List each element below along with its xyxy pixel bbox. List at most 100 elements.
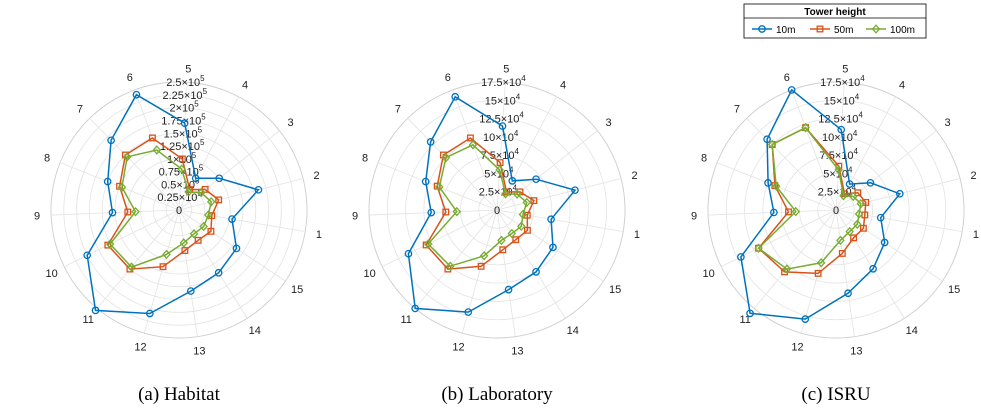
- r-tick-label: 0.75×105: [159, 164, 204, 179]
- legend-marker-50m: [816, 25, 824, 33]
- theta-tick-label: 12: [452, 342, 464, 354]
- data-point-10m: [866, 178, 875, 187]
- data-point-100m: [189, 229, 199, 239]
- theta-tick-label: 5: [503, 63, 509, 75]
- grid-ring: [423, 136, 571, 284]
- r-tick-label: 0: [833, 205, 839, 217]
- grid-spoke: [496, 209, 624, 233]
- grid-spoke: [800, 209, 837, 334]
- data-point-100m: [117, 182, 127, 193]
- data-point-10m: [547, 215, 555, 224]
- series-line-100m: [757, 126, 862, 270]
- theta-tick-label: 12: [791, 342, 803, 354]
- data-point-100m: [105, 239, 115, 249]
- data-point-100m: [199, 221, 208, 232]
- theta-tick-label: 14: [906, 325, 918, 337]
- r-tick-label: 15×104: [824, 92, 860, 107]
- data-point-10m: [464, 308, 473, 316]
- legend-box: [743, 3, 927, 39]
- theta-tick-label: 13: [511, 346, 523, 358]
- data-point-100m: [179, 238, 189, 248]
- data-point-50m: [208, 212, 216, 220]
- grid-ring: [405, 118, 589, 302]
- theta-tick-label: 9: [691, 211, 697, 223]
- series-line-50m: [106, 137, 220, 270]
- legend-marker-10m: [758, 25, 766, 33]
- data-point-50m: [159, 263, 167, 271]
- data-point-10m: [421, 177, 430, 186]
- data-point-100m: [479, 250, 489, 261]
- grid-spoke: [178, 209, 286, 282]
- theta-tick-label: 3: [605, 117, 611, 129]
- data-point-50m: [181, 247, 189, 254]
- data-point-10m: [214, 268, 223, 277]
- theta-tick-label: 15: [948, 284, 960, 296]
- data-point-50m: [523, 226, 531, 234]
- grid-spoke: [496, 178, 622, 211]
- data-point-50m: [530, 197, 538, 205]
- data-point-100m: [495, 165, 504, 175]
- data-point-100m: [162, 249, 171, 260]
- legend-label-100m: 100m: [890, 25, 915, 36]
- series-line-100m: [109, 149, 213, 268]
- data-point-10m: [108, 208, 117, 217]
- data-point-10m: [763, 135, 771, 144]
- theta-tick-label: 5: [842, 63, 848, 75]
- grid-spoke: [496, 130, 598, 211]
- theta-tick-label: 2: [314, 170, 320, 182]
- data-point-50m: [814, 269, 822, 277]
- data-point-10m: [228, 215, 236, 223]
- grid-spoke: [178, 130, 280, 211]
- theta-tick-label: 4: [899, 79, 905, 91]
- r-tick-label: 17.5×104: [481, 74, 526, 89]
- series-line-10m: [407, 95, 577, 313]
- grid-spoke: [496, 82, 506, 211]
- data-point-10m: [103, 177, 112, 186]
- data-point-50m: [785, 208, 792, 216]
- data-point-50m: [496, 159, 504, 167]
- data-point-50m: [215, 196, 223, 204]
- legend-label-10m: 10m: [776, 25, 795, 36]
- data-point-10m: [132, 90, 141, 99]
- data-point-100m: [517, 221, 526, 232]
- caption-isru: (c) ISRU: [801, 384, 870, 405]
- theta-tick-label: 7: [395, 103, 401, 115]
- data-point-50m: [148, 134, 156, 142]
- r-tick-label: 10×104: [483, 129, 519, 144]
- data-point-50m: [859, 224, 867, 232]
- r-tick-label: 12.5×104: [479, 111, 524, 126]
- data-point-100m: [767, 139, 777, 150]
- grid-spoke: [496, 209, 516, 337]
- r-tick-label: 2.5×105: [166, 74, 205, 89]
- theta-tick-label: 2: [971, 170, 977, 182]
- data-point-100m: [501, 189, 510, 199]
- grid-ring: [744, 118, 928, 302]
- grid-spoke: [835, 209, 905, 319]
- grid-spoke: [835, 82, 845, 211]
- data-point-50m: [838, 249, 846, 257]
- data-point-10m: [427, 208, 436, 217]
- legend: Tower height 10m 50m 100m: [743, 3, 927, 39]
- grid-ring: [725, 99, 947, 321]
- theta-tick-label: 10: [46, 268, 58, 280]
- grid-ring: [386, 99, 608, 321]
- grid-spoke: [178, 209, 248, 319]
- r-tick-label: 2×105: [170, 100, 200, 115]
- data-point-100m: [423, 239, 433, 249]
- r-tick-label: 0.25×105: [157, 189, 202, 204]
- data-point-50m: [854, 189, 862, 197]
- data-point-100m: [853, 219, 862, 229]
- theta-tick-label: 10: [364, 268, 376, 280]
- grid-spoke: [835, 209, 943, 282]
- theta-tick-label: 7: [77, 103, 83, 115]
- data-point-50m: [477, 262, 485, 270]
- data-point-100m: [184, 187, 193, 197]
- r-tick-label: 17.5×104: [820, 74, 865, 89]
- theta-tick-label: 6: [127, 72, 133, 84]
- grid-ring: [140, 171, 218, 249]
- data-point-100m: [816, 258, 826, 268]
- outer-ring: [50, 81, 308, 339]
- grid-spoke: [835, 178, 961, 211]
- grid-ring: [441, 154, 553, 266]
